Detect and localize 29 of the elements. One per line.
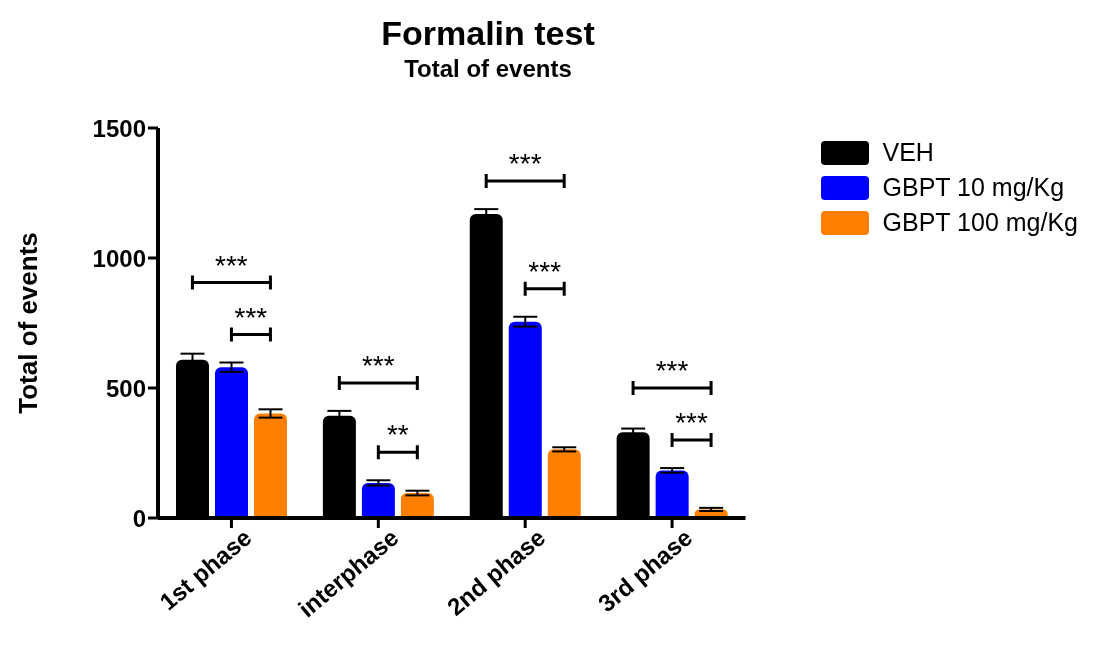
annotation: ** [386,419,409,451]
significance-bracket: *** [523,255,566,298]
bar [508,321,542,518]
y-tick-label: 1000 [92,244,146,272]
annotation: *** [675,407,709,439]
y-axis-title: Total of events [13,232,44,414]
bar [655,470,689,518]
annotation: *** [361,349,395,381]
legend-label: VEH [882,138,934,167]
annotation: *** [528,255,562,287]
annotation: *** [508,148,542,180]
legend-label: GBPT 100 mg/Kg [882,208,1078,237]
y-tick-label: 1500 [92,114,146,142]
bar [215,367,248,518]
bar [400,493,434,518]
chart-subtitle: Total of events [403,55,573,83]
annotation: *** [234,301,268,333]
bar [361,482,395,518]
y-tick-label: 0 [132,504,146,532]
y-tick-label: 500 [105,374,146,402]
annotation: *** [215,249,248,281]
bar [547,449,581,518]
significance-bracket: *** [229,301,272,343]
annotation: *** [655,355,689,387]
bar [254,413,287,518]
legend-label: GBPT 10 mg/Kg [882,173,1065,202]
chart-title: Formalin test [380,14,596,53]
significance-bracket: *** [670,407,713,449]
significance-bracket: ** [376,419,419,461]
